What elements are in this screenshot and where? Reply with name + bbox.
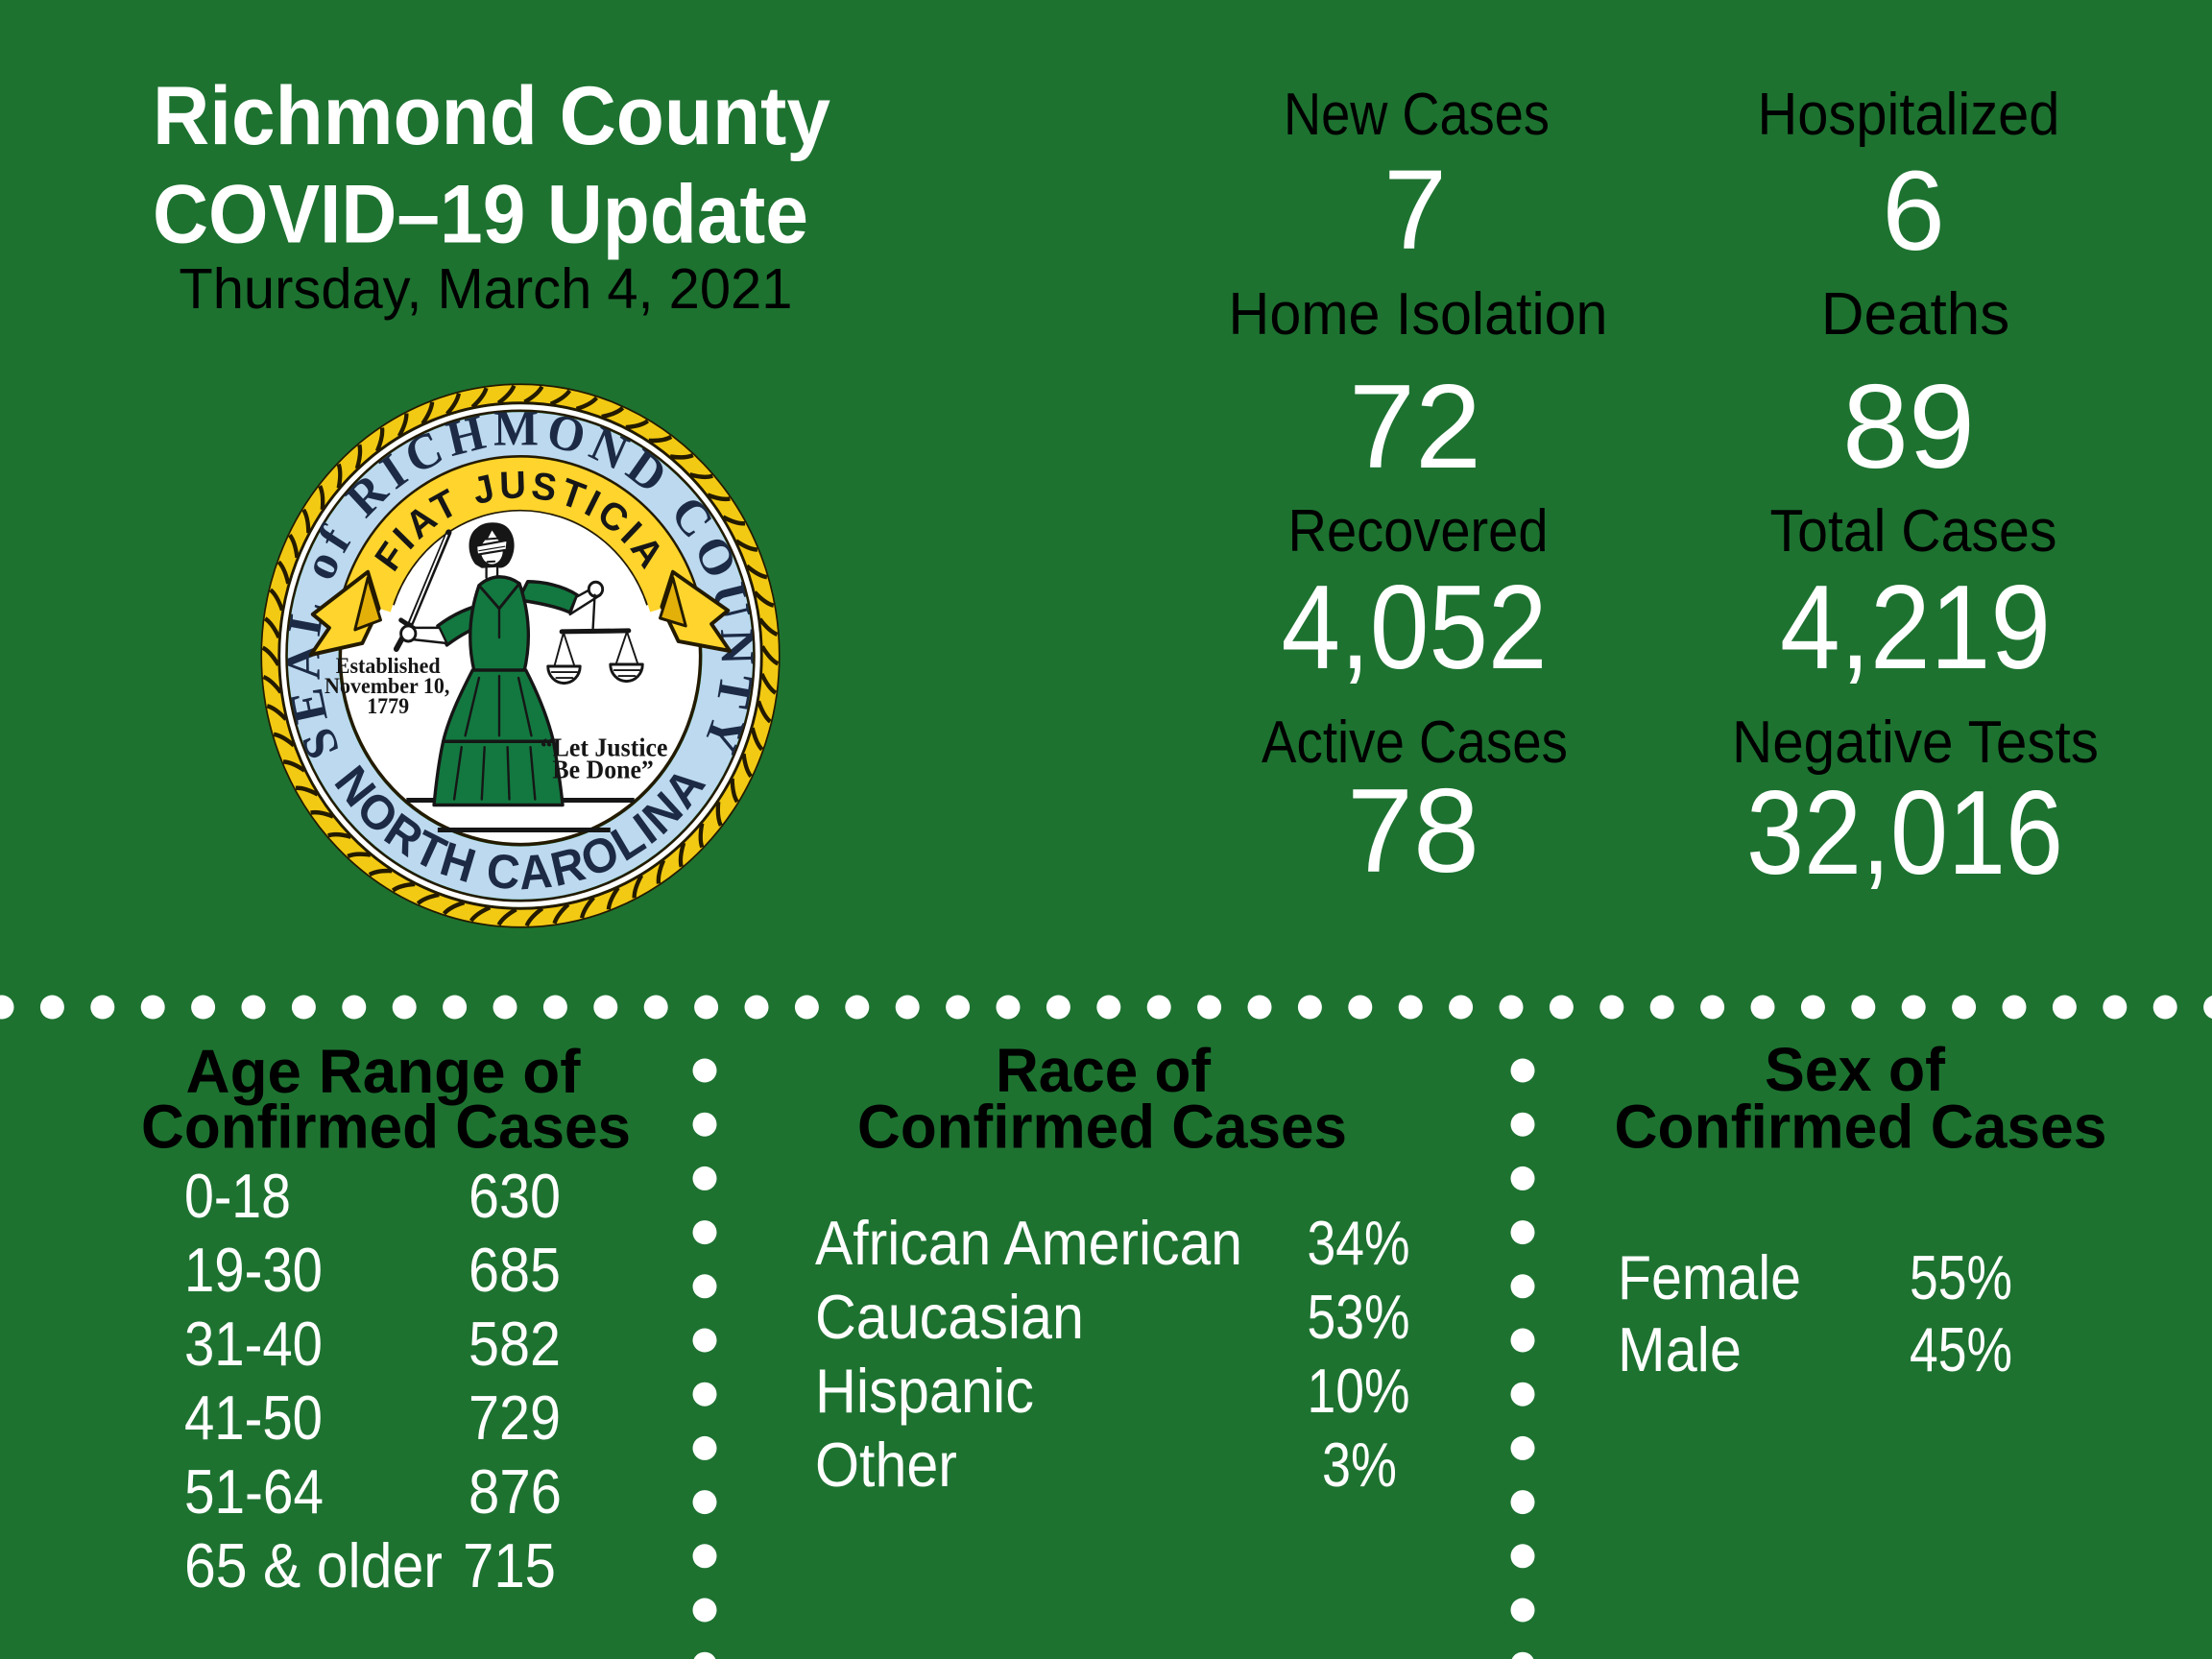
svg-text:4,219: 4,219 bbox=[1780, 562, 2051, 694]
svg-text:7: 7 bbox=[1383, 147, 1447, 274]
svg-text:51-64: 51-64 bbox=[184, 1457, 324, 1527]
svg-text:Race of: Race of bbox=[996, 1037, 1212, 1105]
svg-text:Sex of: Sex of bbox=[1765, 1036, 1946, 1104]
svg-text:685: 685 bbox=[469, 1236, 561, 1305]
svg-text:729: 729 bbox=[469, 1383, 561, 1453]
svg-text:715: 715 bbox=[463, 1531, 556, 1600]
svg-text:6: 6 bbox=[1882, 148, 1945, 275]
svg-text:53%: 53% bbox=[1308, 1282, 1410, 1352]
svg-text:Thursday, March 4, 2021: Thursday, March 4, 2021 bbox=[179, 257, 792, 321]
svg-text:Total Cases: Total Cases bbox=[1770, 497, 2057, 565]
svg-text:582: 582 bbox=[469, 1310, 561, 1379]
svg-text:630: 630 bbox=[469, 1162, 561, 1231]
svg-text:41-50: 41-50 bbox=[184, 1382, 323, 1452]
svg-text:Hospitalized: Hospitalized bbox=[1758, 81, 2060, 147]
svg-text:Richmond County: Richmond County bbox=[153, 69, 830, 161]
svg-text:34%: 34% bbox=[1308, 1208, 1410, 1278]
svg-text:876: 876 bbox=[469, 1457, 562, 1527]
svg-text:32,016: 32,016 bbox=[1746, 766, 2063, 900]
svg-text:November 10,: November 10, bbox=[325, 674, 449, 699]
svg-text:72: 72 bbox=[1349, 361, 1481, 493]
svg-text:New Cases: New Cases bbox=[1284, 82, 1550, 148]
svg-text:3%: 3% bbox=[1322, 1430, 1397, 1500]
svg-text:Other: Other bbox=[815, 1431, 957, 1501]
svg-text:Recovered: Recovered bbox=[1288, 497, 1549, 564]
svg-text:Negative Tests: Negative Tests bbox=[1732, 708, 2099, 775]
svg-text:Home Isolation: Home Isolation bbox=[1229, 280, 1608, 348]
svg-text:African American: African American bbox=[815, 1210, 1242, 1279]
svg-text:Confirmed Cases: Confirmed Cases bbox=[1615, 1094, 2107, 1162]
svg-text:89: 89 bbox=[1842, 361, 1975, 493]
svg-text:“Let Justice: “Let Justice bbox=[541, 733, 668, 762]
svg-text:Age Range of: Age Range of bbox=[186, 1037, 582, 1106]
svg-text:Be Done”: Be Done” bbox=[552, 755, 653, 784]
svg-text:0-18: 0-18 bbox=[184, 1162, 291, 1231]
svg-text:1779: 1779 bbox=[367, 694, 409, 719]
svg-text:10%: 10% bbox=[1308, 1356, 1410, 1426]
svg-text:Male: Male bbox=[1618, 1316, 1742, 1385]
svg-text:19-30: 19-30 bbox=[184, 1235, 323, 1304]
svg-text:Deaths: Deaths bbox=[1821, 281, 2009, 348]
svg-text:65 & older: 65 & older bbox=[184, 1532, 443, 1601]
svg-text:Hispanic: Hispanic bbox=[815, 1358, 1034, 1427]
svg-text:45%: 45% bbox=[1910, 1314, 2012, 1384]
svg-text:Established: Established bbox=[336, 654, 441, 679]
svg-text:4,052: 4,052 bbox=[1282, 561, 1548, 693]
svg-text:55%: 55% bbox=[1910, 1242, 2012, 1312]
svg-text:31-40: 31-40 bbox=[184, 1309, 323, 1378]
svg-text:Female: Female bbox=[1618, 1243, 1801, 1312]
svg-text:Confirmed Cases: Confirmed Cases bbox=[857, 1094, 1347, 1162]
svg-text:Confirmed Cases: Confirmed Cases bbox=[141, 1094, 631, 1162]
svg-text:Caucasian: Caucasian bbox=[815, 1284, 1084, 1353]
svg-text:COVID–19 Update: COVID–19 Update bbox=[153, 168, 808, 260]
svg-text:Active Cases: Active Cases bbox=[1262, 709, 1568, 776]
svg-text:78: 78 bbox=[1347, 765, 1479, 898]
